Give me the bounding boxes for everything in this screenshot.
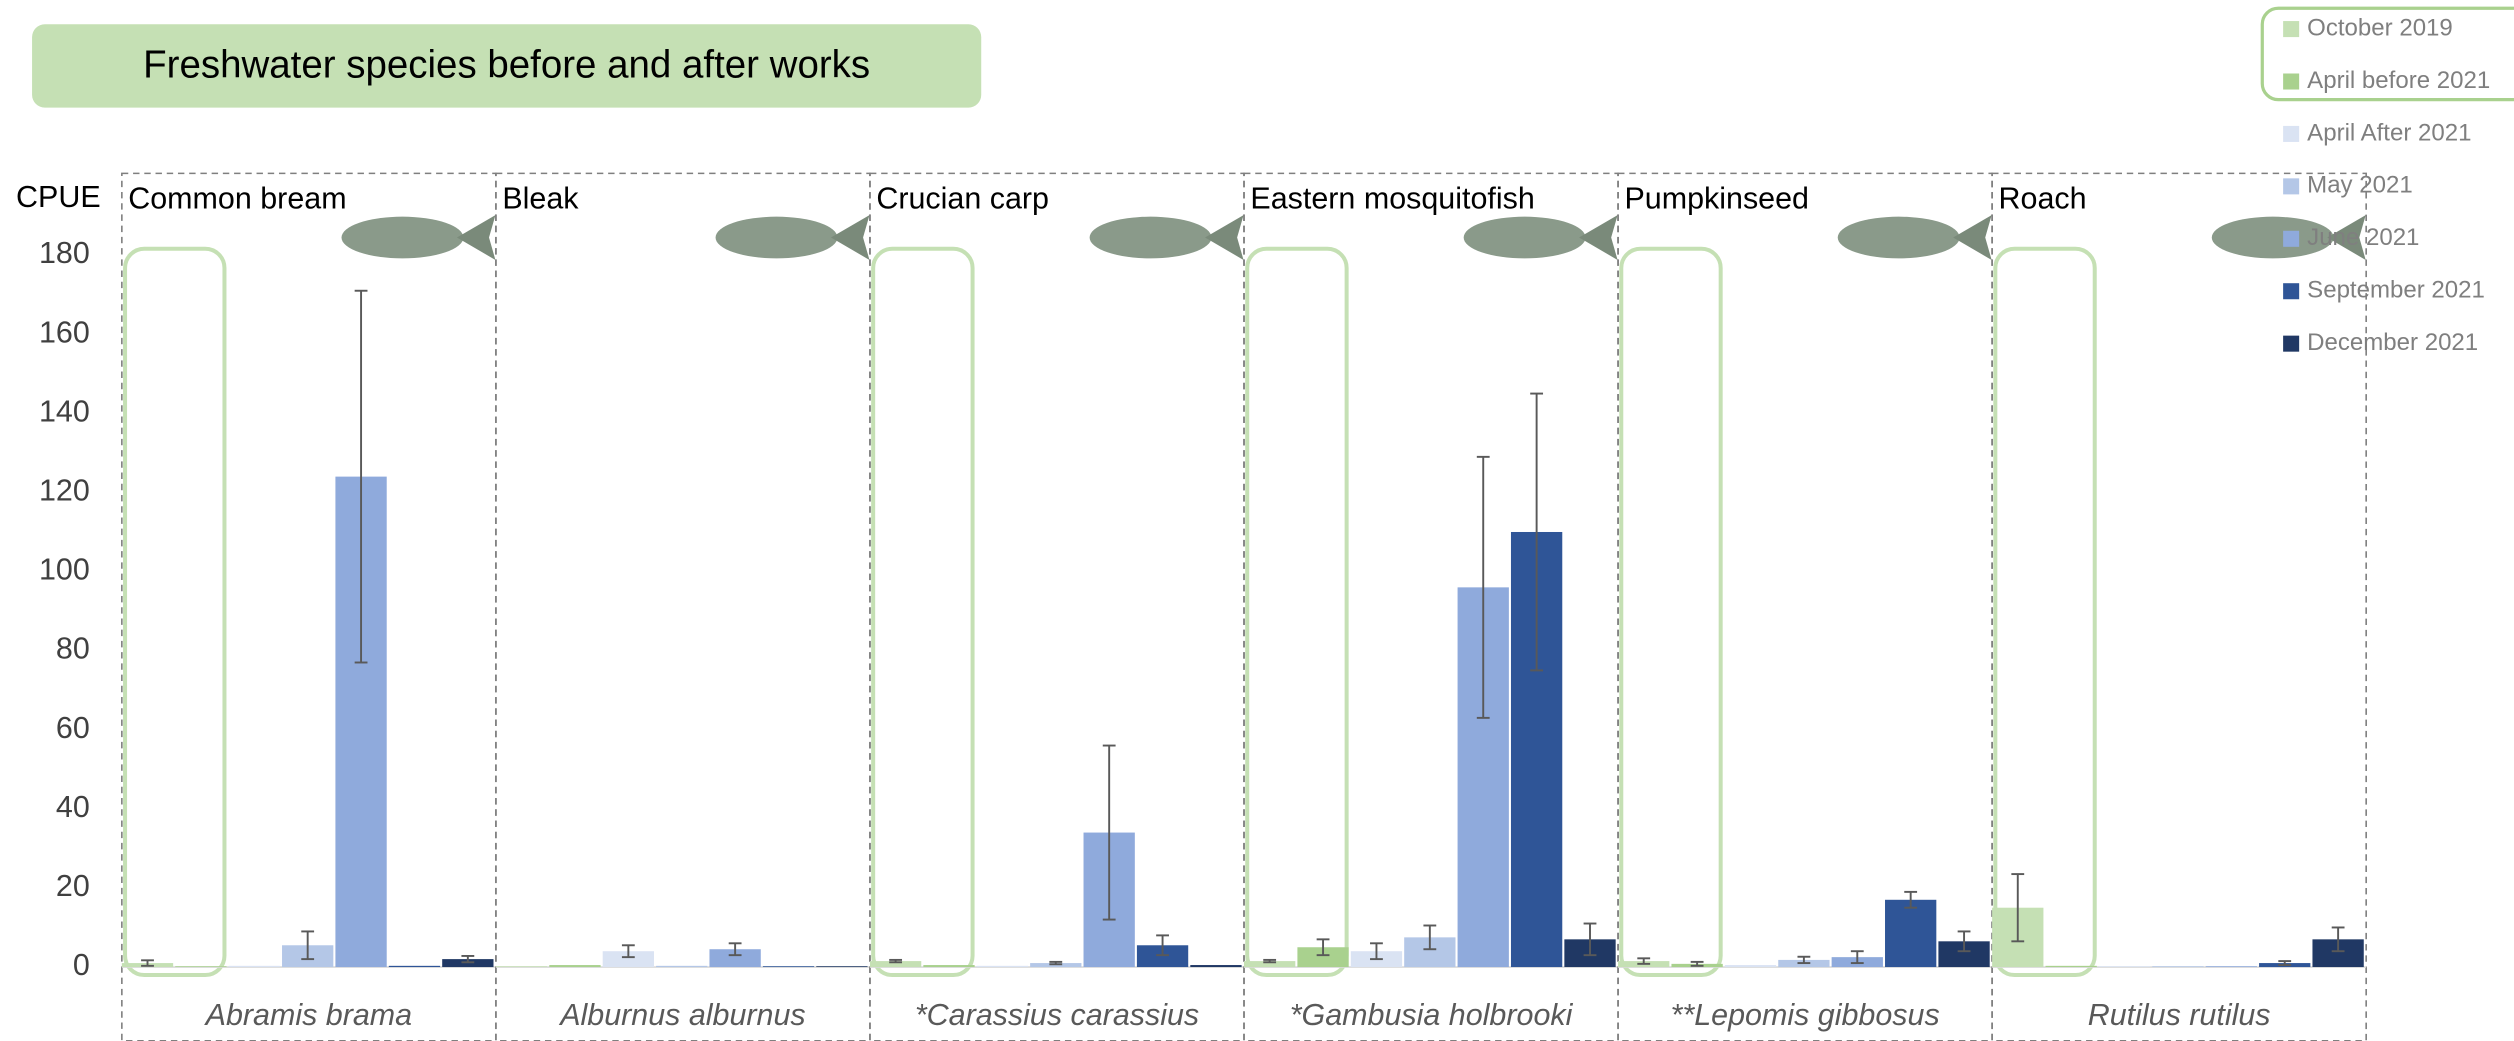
- bar: [763, 966, 814, 967]
- bar: [656, 966, 707, 967]
- fish-icon: [457, 215, 495, 260]
- bar: [389, 966, 440, 967]
- legend-swatch: [2283, 178, 2299, 194]
- y-tick-label: 20: [56, 869, 90, 903]
- legend-swatch: [2283, 231, 2299, 247]
- bar: [1885, 900, 1936, 967]
- bar: [549, 965, 600, 967]
- bar: [2206, 966, 2257, 967]
- before-highlight: [873, 249, 972, 975]
- legend-label: April After 2021: [2307, 119, 2471, 146]
- before-highlight: [1247, 249, 1346, 975]
- bar: [496, 966, 547, 967]
- legend-swatch: [2283, 283, 2299, 299]
- fish-icon: [342, 217, 464, 259]
- y-tick-label: 0: [73, 948, 90, 982]
- fish-icon: [716, 217, 838, 259]
- fish-icon: [831, 215, 869, 260]
- legend-label: September 2021: [2307, 277, 2485, 304]
- legend-swatch: [2283, 336, 2299, 352]
- legend-swatch: [2283, 73, 2299, 89]
- bar: [2046, 966, 2097, 967]
- species-label: Alburnus alburnus: [558, 998, 805, 1032]
- panel-title: Roach: [1999, 182, 2087, 216]
- bar: [1725, 965, 1776, 967]
- bar: [977, 966, 1028, 967]
- bar: [923, 965, 974, 967]
- panel-border: [496, 173, 870, 1040]
- bar: [2099, 966, 2150, 967]
- panel-border: [870, 173, 1244, 1040]
- chart-title: Freshwater species before and after work…: [143, 44, 870, 87]
- legend-label: April before 2021: [2307, 67, 2490, 94]
- fish-icon: [1953, 215, 1991, 260]
- panel-border: [122, 173, 496, 1040]
- y-tick-label: 80: [56, 632, 90, 666]
- panel-title: Pumpkinseed: [1624, 182, 1809, 216]
- species-label: Rutilus rutilus: [2088, 998, 2271, 1032]
- legend-label: October 2019: [2307, 14, 2453, 41]
- fish-icon: [1205, 215, 1243, 260]
- panel-title: Common bream: [128, 182, 346, 216]
- y-tick-label: 160: [39, 315, 90, 349]
- fish-icon: [1838, 217, 1960, 259]
- fish-icon: [1579, 215, 1617, 260]
- chart: Freshwater species before and after work…: [0, 0, 2514, 1041]
- y-tick-label: 180: [39, 236, 90, 270]
- y-tick-label: 60: [56, 711, 90, 745]
- species-label: Abramis brama: [204, 998, 412, 1032]
- y-tick-label: 140: [39, 394, 90, 428]
- species-label: *Carassius carassius: [915, 998, 1199, 1032]
- panel-title: Eastern mosquitofish: [1250, 182, 1534, 216]
- panel-title: Crucian carp: [876, 182, 1049, 216]
- legend-swatch: [2283, 126, 2299, 142]
- species-label: **Lepomis gibbosus: [1671, 998, 1940, 1032]
- before-highlight: [1995, 249, 2094, 975]
- fish-icon: [1090, 217, 1212, 259]
- y-tick-label: 40: [56, 790, 90, 824]
- bar: [229, 966, 280, 967]
- bar: [816, 966, 867, 967]
- fish-icon: [1464, 217, 1586, 259]
- y-axis-label: CPUE: [16, 180, 101, 214]
- species-label: *Gambusia holbrooki: [1290, 998, 1574, 1032]
- legend-label: May 2021: [2307, 172, 2413, 199]
- legend-label: June 2021: [2307, 224, 2419, 251]
- before-highlight: [1621, 249, 1720, 975]
- y-tick-label: 100: [39, 553, 90, 587]
- bar: [1190, 965, 1241, 967]
- before-highlight: [125, 249, 224, 975]
- bar: [2152, 966, 2203, 967]
- panel-title: Bleak: [502, 182, 579, 216]
- bar: [175, 966, 226, 967]
- legend-label: December 2021: [2307, 329, 2478, 356]
- y-tick-label: 120: [39, 473, 90, 507]
- legend-swatch: [2283, 21, 2299, 37]
